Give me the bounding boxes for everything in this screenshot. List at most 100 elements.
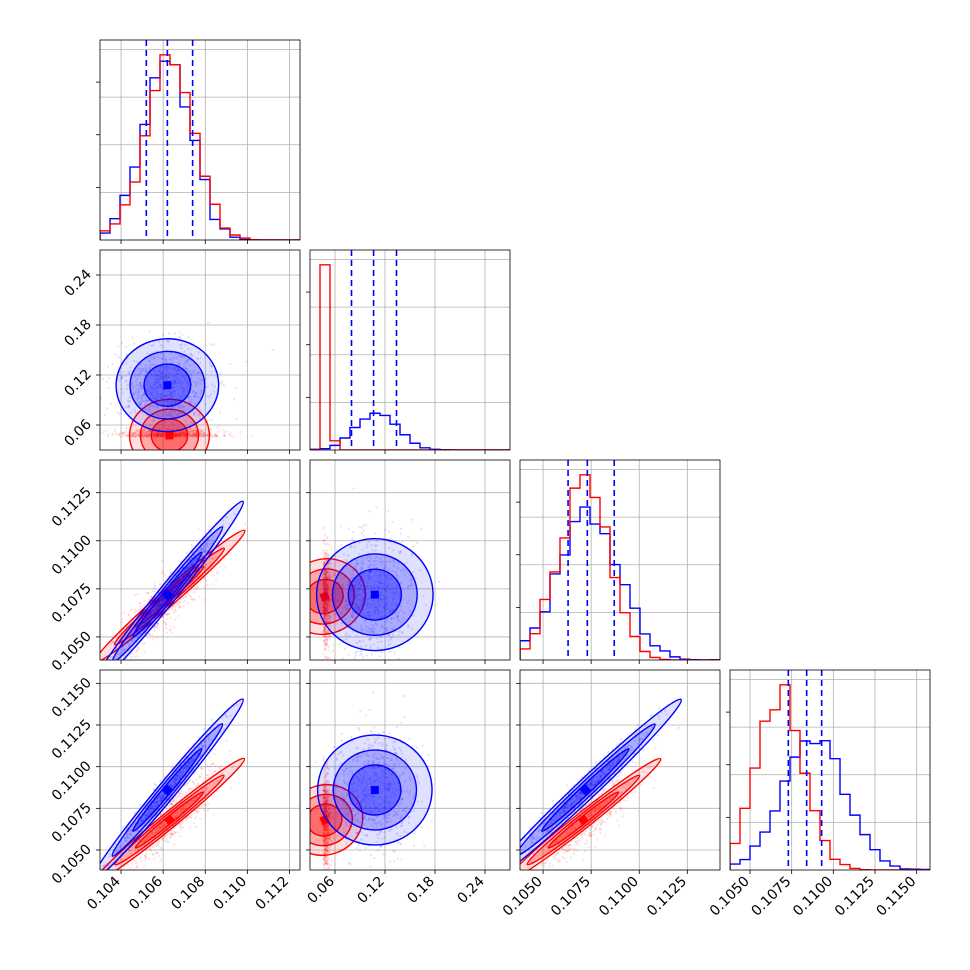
scatter-point (325, 570, 329, 573)
scatter-point (159, 434, 162, 437)
scatter-point (323, 629, 326, 632)
scatter-point (163, 574, 167, 577)
scatter-point (326, 599, 329, 602)
scatter-point (324, 551, 327, 555)
scatter-point (325, 573, 328, 576)
scatter-point (325, 602, 328, 605)
scatter-point (133, 435, 136, 438)
scatter-point (365, 603, 369, 606)
scatter-point (199, 558, 202, 562)
scatter-point (177, 432, 181, 435)
scatter-point (193, 560, 196, 563)
scatter-point (160, 435, 163, 438)
scatter-point (181, 820, 184, 823)
scatter-point (181, 433, 184, 436)
scatter-point (407, 585, 410, 588)
scatter-point (161, 432, 164, 435)
scatter-point (403, 573, 407, 576)
scatter-point (134, 593, 137, 597)
scatter-point (218, 546, 221, 549)
scatter-point (193, 411, 196, 414)
scatter-point (156, 380, 159, 383)
scatter-point (178, 330, 182, 333)
scatter-point (213, 753, 216, 756)
scatter-point (323, 605, 326, 608)
scatter-point (217, 765, 221, 769)
scatter-point (167, 612, 170, 616)
scatter-point (156, 395, 160, 399)
scatter-point (323, 626, 326, 630)
scatter-point (389, 636, 392, 639)
scatter-point (138, 431, 141, 434)
scatter-point (165, 370, 169, 373)
scatter-point (168, 629, 172, 632)
scatter-point (323, 587, 327, 590)
scatter-point (358, 639, 361, 643)
scatter-point (189, 434, 192, 437)
scatter-point (137, 433, 140, 437)
scatter-point (200, 431, 203, 435)
scatter-point (377, 609, 381, 612)
scatter-point (172, 816, 175, 819)
scatter-point (394, 570, 398, 574)
scatter-point (370, 585, 373, 588)
scatter-point (324, 620, 328, 624)
scatter-point (178, 606, 181, 609)
scatter-point (198, 553, 201, 557)
scatter-point (182, 575, 185, 579)
scatter-point (222, 428, 225, 432)
scatter-point (342, 553, 346, 556)
scatter-point (147, 433, 151, 436)
scatter-point (367, 570, 370, 573)
scatter-point (349, 546, 352, 549)
scatter-point (133, 375, 137, 378)
scatter-point (195, 557, 198, 560)
scatter-point (361, 604, 364, 607)
scatter-point (328, 614, 331, 617)
scatter-point (177, 434, 180, 437)
scatter-point (124, 345, 127, 349)
scatter-point (131, 435, 134, 438)
scatter-point (326, 588, 329, 591)
scatter-point (379, 581, 382, 584)
scatter-point (121, 432, 124, 435)
scatter-point (326, 586, 329, 589)
scatter-point (149, 612, 152, 615)
scatter-point (191, 429, 194, 433)
scatter-point (181, 810, 184, 814)
scatter-point (324, 582, 327, 585)
scatter-point (323, 609, 326, 612)
scatter-point (121, 433, 124, 436)
scatter-point (387, 644, 390, 647)
scatter-point (324, 607, 328, 610)
scatter-point (176, 603, 180, 606)
scatter-point (210, 557, 213, 560)
scatter-point (324, 580, 327, 583)
scatter-point (200, 430, 204, 433)
scatter-point (380, 650, 384, 654)
scatter-point (390, 592, 394, 596)
hist-step (730, 684, 930, 870)
scatter-point (197, 396, 200, 399)
scatter-point (363, 620, 367, 624)
scatter-point (213, 770, 216, 773)
scatter-point (322, 549, 325, 552)
scatter-point (210, 370, 213, 374)
scatter-point (174, 373, 177, 377)
scatter-point (163, 432, 166, 435)
scatter-point (161, 435, 164, 438)
scatter-point (374, 606, 377, 609)
scatter-point (191, 799, 194, 802)
scatter-point (325, 617, 328, 620)
scatter-point (150, 404, 153, 408)
scatter-point (391, 569, 394, 572)
scatter-point (144, 373, 147, 377)
scatter-point (152, 363, 155, 366)
scatter-point (197, 371, 200, 374)
scatter-point (345, 558, 348, 562)
scatter-point (176, 369, 180, 372)
scatter-point (382, 597, 385, 601)
scatter-point (322, 586, 325, 589)
scatter-point (326, 602, 329, 605)
scatter-point (139, 381, 142, 385)
